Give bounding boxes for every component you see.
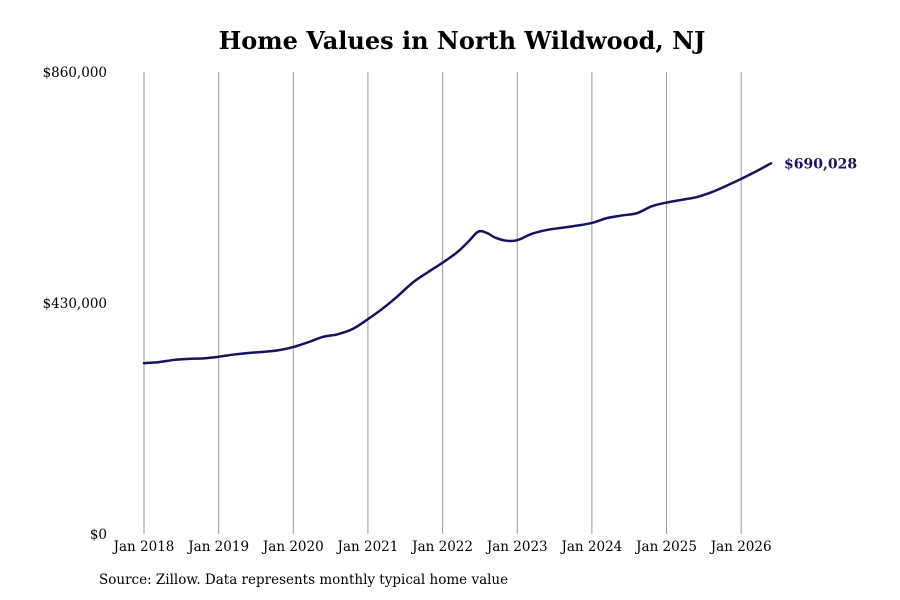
- data-point: [367, 318, 369, 320]
- data-point: [307, 341, 310, 344]
- data-point: [232, 353, 235, 356]
- x-tick-label: Jan 2018: [112, 539, 175, 555]
- end-value-label: $690,028: [784, 156, 857, 172]
- data-point: [635, 212, 638, 215]
- data-point: [477, 230, 480, 233]
- data-point: [277, 349, 280, 352]
- data-point: [173, 359, 175, 361]
- data-point: [665, 201, 668, 204]
- data-point: [262, 351, 265, 353]
- data-point: [158, 361, 160, 363]
- data-point: [505, 239, 507, 242]
- x-tick-label: Jan 2023: [485, 539, 548, 555]
- data-point: [620, 214, 623, 217]
- chart-title: Home Values in North Wildwood, NJ: [218, 26, 706, 55]
- x-tick-label: Jan 2020: [261, 539, 324, 555]
- data-point: [467, 240, 470, 243]
- y-tick-label: $0: [90, 527, 107, 543]
- gridlines: [143, 72, 742, 534]
- x-tick-label: Jan 2026: [709, 539, 772, 555]
- data-point: [770, 162, 772, 165]
- data-point: [494, 236, 496, 239]
- data-point: [187, 358, 190, 360]
- data-point: [322, 336, 324, 338]
- data-point: [695, 196, 698, 198]
- y-tick-label: $860,000: [43, 65, 107, 81]
- data-point: [426, 271, 429, 274]
- data-point: [217, 355, 220, 358]
- data-point: [680, 199, 683, 201]
- data-point: [337, 333, 339, 335]
- data-point: [531, 232, 533, 235]
- data-point: [710, 191, 713, 194]
- data-point: [292, 346, 295, 348]
- data-point: [516, 239, 519, 241]
- data-point: [143, 362, 145, 364]
- y-axis-tick-labels: $0 $430,000 $860,000: [43, 65, 107, 543]
- data-point: [382, 307, 384, 310]
- data-point: [546, 229, 548, 231]
- y-tick-label: $430,000: [43, 296, 107, 312]
- data-point: [352, 327, 354, 330]
- x-tick-label: Jan 2022: [410, 539, 473, 555]
- data-point: [202, 357, 205, 360]
- data-point: [740, 178, 742, 180]
- source-note: Source: Zillow. Data represents monthly …: [99, 572, 509, 588]
- data-point: [441, 261, 444, 264]
- data-point: [397, 295, 399, 297]
- x-tick-label: Jan 2024: [559, 539, 622, 555]
- x-tick-label: Jan 2021: [336, 539, 399, 555]
- data-point: [725, 185, 728, 187]
- data-point: [561, 226, 563, 229]
- data-point: [247, 352, 250, 354]
- data-point: [606, 217, 608, 219]
- x-tick-label: Jan 2019: [186, 539, 249, 555]
- data-point: [486, 232, 489, 234]
- series-line: [142, 162, 773, 365]
- data-point: [456, 251, 459, 253]
- x-tick-label: Jan 2025: [634, 539, 697, 555]
- data-point: [755, 170, 757, 173]
- data-point: [576, 224, 578, 227]
- series-layer: [142, 162, 773, 365]
- data-point: [411, 281, 414, 284]
- x-axis-tick-labels: Jan 2018 Jan 2019 Jan 2020 Jan 2021 Jan 2022…: [112, 539, 772, 555]
- data-point: [650, 205, 653, 208]
- data-point: [591, 222, 593, 224]
